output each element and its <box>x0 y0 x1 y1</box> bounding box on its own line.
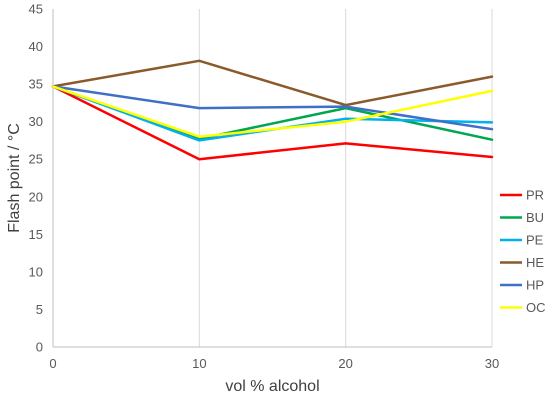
axes: 0 5 10 15 20 25 30 35 40 45 0 10 20 30 <box>29 2 500 372</box>
legend: PR BU PE HE HP OC <box>500 188 546 315</box>
y-tick-label: 20 <box>29 189 43 204</box>
legend-label-pe: PE <box>526 233 544 248</box>
y-tick-label: 30 <box>29 114 43 129</box>
series <box>51 59 494 161</box>
legend-label-he: HE <box>526 255 544 270</box>
x-tick-label: 30 <box>485 356 499 371</box>
y-tick-label: 15 <box>29 227 43 242</box>
y-tick-label: 45 <box>29 2 43 17</box>
legend-label-oc: OC <box>526 300 546 315</box>
grid <box>198 9 493 347</box>
x-axis-title: vol % alcohol <box>225 378 319 395</box>
series-line-oc <box>51 85 494 138</box>
legend-label-hp: HP <box>526 278 544 293</box>
y-tick-label: 25 <box>29 152 43 167</box>
y-tick-label: 10 <box>29 264 43 279</box>
series-line-bu <box>51 85 494 141</box>
x-tick-label: 10 <box>192 356 206 371</box>
series-line-he <box>51 59 494 107</box>
y-tick-label: 0 <box>36 340 43 355</box>
y-tick-label: 40 <box>29 39 43 54</box>
x-tick-label: 20 <box>338 356 352 371</box>
legend-label-pr: PR <box>526 188 544 203</box>
y-axis-title: Flash point / °C <box>6 123 23 233</box>
series-line-pr <box>51 85 494 161</box>
series-line-hp <box>51 85 494 131</box>
x-tick-label: 0 <box>49 356 56 371</box>
legend-label-bu: BU <box>526 210 544 225</box>
y-tick-label: 35 <box>29 77 43 92</box>
y-tick-label: 5 <box>36 302 43 317</box>
series-line-pe <box>51 85 494 142</box>
